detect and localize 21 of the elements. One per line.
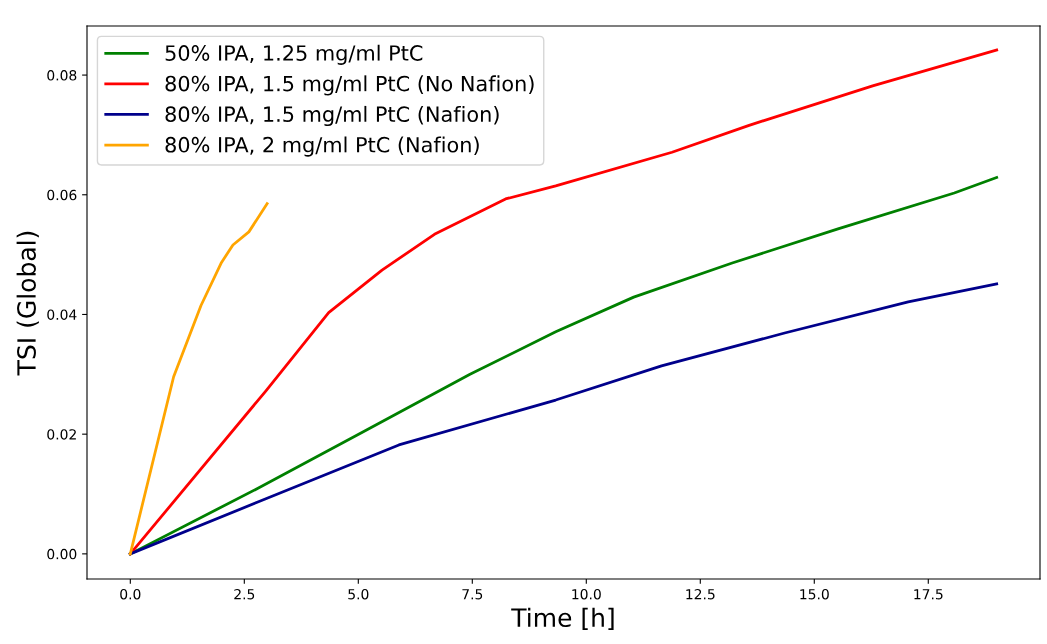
legend-label: 50% IPA, 1.25 mg/ml PtC [165, 44, 423, 65]
x-tick-label: 2.5 [234, 588, 255, 600]
line-series [128, 282, 999, 556]
y-tick-label: 0.00 [47, 548, 77, 560]
x-tick-label: 12.5 [686, 588, 715, 600]
x-tick-label: 17.5 [914, 589, 943, 600]
y-axis-title: TSI (Global) [16, 231, 39, 376]
y-tick-label: 0.02 [47, 429, 76, 440]
legend-label: 80% IPA, 2 mg/ml PtC (Nafion) [165, 136, 479, 157]
x-tick-label: 15.0 [800, 588, 829, 600]
legend-label: 80% IPA, 1.5 mg/ml PtC (No Nafion) [165, 75, 534, 96]
x-tick-label: 10.0 [572, 588, 601, 600]
x-tick-label: 5.0 [348, 588, 369, 600]
y-tick-label: 0.04 [47, 309, 77, 320]
y-tick-label: 0.06 [47, 189, 77, 201]
x-tick-label: 0.0 [120, 588, 141, 600]
x-tick-label: 7.5 [462, 589, 483, 600]
line-series [128, 202, 269, 556]
legend-label: 80% IPA, 1.5 mg/ml PtC (Nafion) [165, 105, 499, 127]
y-tick-label: 0.08 [47, 70, 77, 81]
x-axis-title: Time [h] [511, 607, 614, 631]
